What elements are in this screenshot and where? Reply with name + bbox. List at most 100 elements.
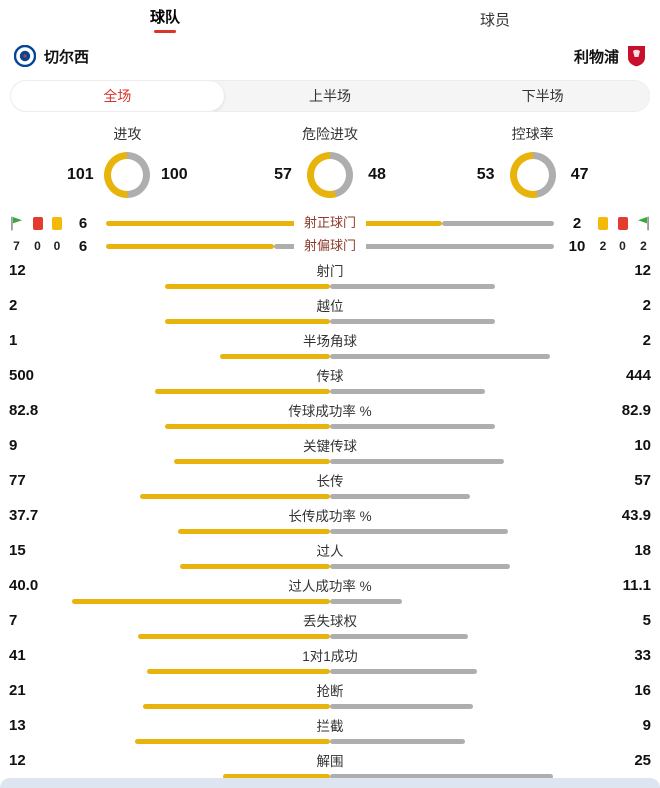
donut-ring [307, 152, 353, 198]
shots-on-target-row: 6 射正球门 2 [8, 213, 652, 233]
stat-label: 长传成功率 % [288, 509, 372, 524]
shots-off-target-label: 射偏球门 [293, 237, 367, 255]
stat-row: 500 传球 444 [0, 366, 660, 401]
stat-bar [0, 459, 660, 464]
away-bar [330, 634, 468, 639]
donut-title: 进攻 [113, 126, 142, 142]
away-bar [330, 389, 486, 394]
home-value: 21 [9, 681, 26, 699]
away-value: 10 [634, 436, 651, 454]
yellow-card-icon [52, 216, 62, 230]
home-value: 9 [9, 436, 18, 454]
home-value: 13 [9, 716, 26, 734]
stat-head: 13 拦截 9 [0, 716, 660, 735]
away-value: 47 [570, 166, 589, 183]
red-card-icon [32, 216, 43, 230]
home-team-name: 切尔西 [44, 48, 90, 66]
away-value: 100 [160, 166, 188, 183]
away-value: 444 [625, 366, 651, 384]
away-value: 82.9 [621, 401, 651, 419]
stat-head: 15 过人 18 [0, 541, 660, 560]
tab-team[interactable]: 球队 [0, 6, 330, 33]
home-bar [140, 494, 330, 499]
stat-label: 解围 [316, 754, 344, 769]
home-bar [165, 284, 330, 289]
donut-title: 危险进攻 [302, 126, 358, 142]
stat-row: 21 抢断 16 [0, 681, 660, 716]
stat-row: 37.7 长传成功率 % 43.9 [0, 506, 660, 541]
stat-row: 77 长传 57 [0, 471, 660, 506]
team-header: 切尔西 利物浦 [0, 38, 660, 72]
chelsea-crest-icon [14, 45, 36, 67]
stat-head: 9 关键传球 10 [0, 436, 660, 455]
home-value: 1 [9, 331, 18, 349]
away-value: 2 [642, 331, 651, 349]
away-bar [330, 564, 510, 569]
home-value: 82.8 [9, 401, 39, 419]
shots-on-target-bar: 射正球门 [106, 214, 554, 232]
home-bar [220, 354, 330, 359]
home-shots-on-target: 6 [78, 214, 88, 232]
top-tab-bar: 球队 球员 [0, 0, 660, 38]
segment-full-match[interactable]: 全场 [11, 81, 224, 111]
stat-head: 40.0 过人成功率 % 11.1 [0, 576, 660, 595]
stat-bar [0, 354, 660, 359]
away-bar [330, 774, 553, 779]
stat-head: 12 射门 12 [0, 261, 660, 280]
home-discipline-icons [8, 216, 64, 231]
home-bar [173, 459, 330, 464]
home-bar [155, 389, 330, 394]
home-yellow-cards-count: 0 [53, 239, 61, 253]
segment-first-half[interactable]: 上半场 [224, 81, 437, 111]
stat-rows-section: 12 射门 12 2 越位 2 1 半场角球 2 [0, 259, 660, 786]
liverpool-crest-icon [628, 46, 645, 67]
stat-bar [0, 284, 660, 289]
home-value: 12 [9, 751, 26, 769]
home-value: 500 [9, 366, 35, 384]
stat-row: 12 射门 12 [0, 261, 660, 296]
tab-player-label: 球员 [479, 11, 510, 29]
stat-label: 传球成功率 % [288, 404, 372, 419]
away-bar [330, 599, 402, 604]
tab-player[interactable]: 球员 [330, 9, 660, 30]
stat-head: 1 半场角球 2 [0, 331, 660, 350]
home-value: 101 [66, 166, 94, 183]
away-value: 48 [368, 166, 386, 183]
stat-bar [0, 739, 660, 744]
stat-label: 丢失球权 [303, 614, 357, 629]
shots-off-target-bar: 射偏球门 [106, 237, 554, 255]
red-card-icon [617, 216, 628, 230]
period-selector: 全场 上半场 下半场 [10, 80, 650, 112]
home-value: 53 [476, 166, 495, 183]
away-bar [330, 669, 478, 674]
home-value: 7 [9, 611, 18, 629]
stat-head: 41 1对1成功 33 [0, 646, 660, 665]
donut-values-row: 101 100 [65, 152, 189, 198]
stat-label: 过人成功率 % [288, 579, 372, 594]
stat-label: 过人 [316, 544, 344, 559]
bottom-sheet-peek [0, 778, 660, 788]
away-value: 12 [634, 261, 651, 279]
stat-head: 21 抢断 16 [0, 681, 660, 700]
stat-row: 7 丢失球权 5 [0, 611, 660, 646]
yellow-card-icon [598, 216, 608, 230]
donut-title: 控球率 [511, 126, 554, 142]
away-value: 11.1 [622, 576, 651, 594]
donut-ring [509, 152, 556, 198]
stat-label: 拦截 [316, 719, 344, 734]
stat-label: 抢断 [316, 684, 344, 699]
stat-bar [0, 424, 660, 429]
away-bar [330, 529, 508, 534]
segment-second-half[interactable]: 下半场 [436, 81, 649, 111]
home-value: 12 [9, 261, 26, 279]
stat-label: 射门 [316, 264, 344, 279]
away-corners-count: 2 [640, 239, 647, 253]
donut-hole [516, 159, 549, 191]
stat-head: 12 解围 25 [0, 751, 660, 770]
donut-ring [104, 152, 151, 198]
home-value: 2 [9, 296, 18, 314]
home-bar [147, 669, 330, 674]
donut-values-row: 53 47 [471, 152, 595, 198]
stat-row: 40.0 过人成功率 % 11.1 [0, 576, 660, 611]
away-value: 5 [642, 611, 651, 629]
